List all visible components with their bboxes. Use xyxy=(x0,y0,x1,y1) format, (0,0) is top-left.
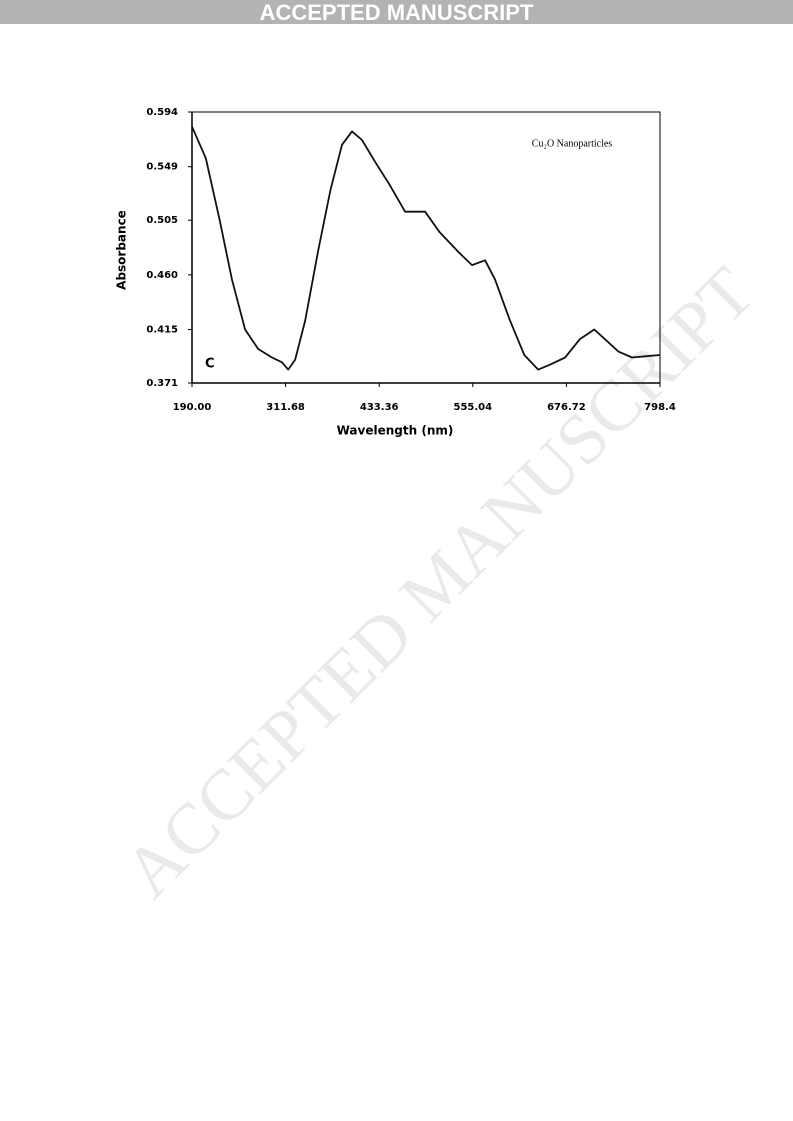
y-tick-label: 0.371 xyxy=(146,378,178,389)
header-banner: ACCEPTED MANUSCRIPT xyxy=(0,0,793,25)
plot-frame xyxy=(191,111,661,384)
y-axis-title: Absorbance xyxy=(115,210,129,290)
x-tick-label: 798.4 xyxy=(644,402,676,413)
x-tick-label: 555.04 xyxy=(454,402,493,413)
y-tick-label: 0.505 xyxy=(146,215,178,226)
data-line xyxy=(191,126,661,371)
y-tick-label: 0.594 xyxy=(146,107,178,118)
x-tick-label: 311.68 xyxy=(266,402,305,413)
y-tick-label: 0.549 xyxy=(146,162,178,173)
y-tick-label: 0.460 xyxy=(146,270,178,281)
x-tick-label: 190.00 xyxy=(173,402,212,413)
x-tick-label: 676.72 xyxy=(547,402,586,413)
y-tick-label: 0.415 xyxy=(146,325,178,336)
annotation: Cu₂O Nanoparticles xyxy=(532,138,613,149)
x-tick-label: 433.36 xyxy=(360,402,399,413)
panel-label: C xyxy=(205,357,215,372)
x-axis-title: Wavelength (nm) xyxy=(337,424,454,438)
